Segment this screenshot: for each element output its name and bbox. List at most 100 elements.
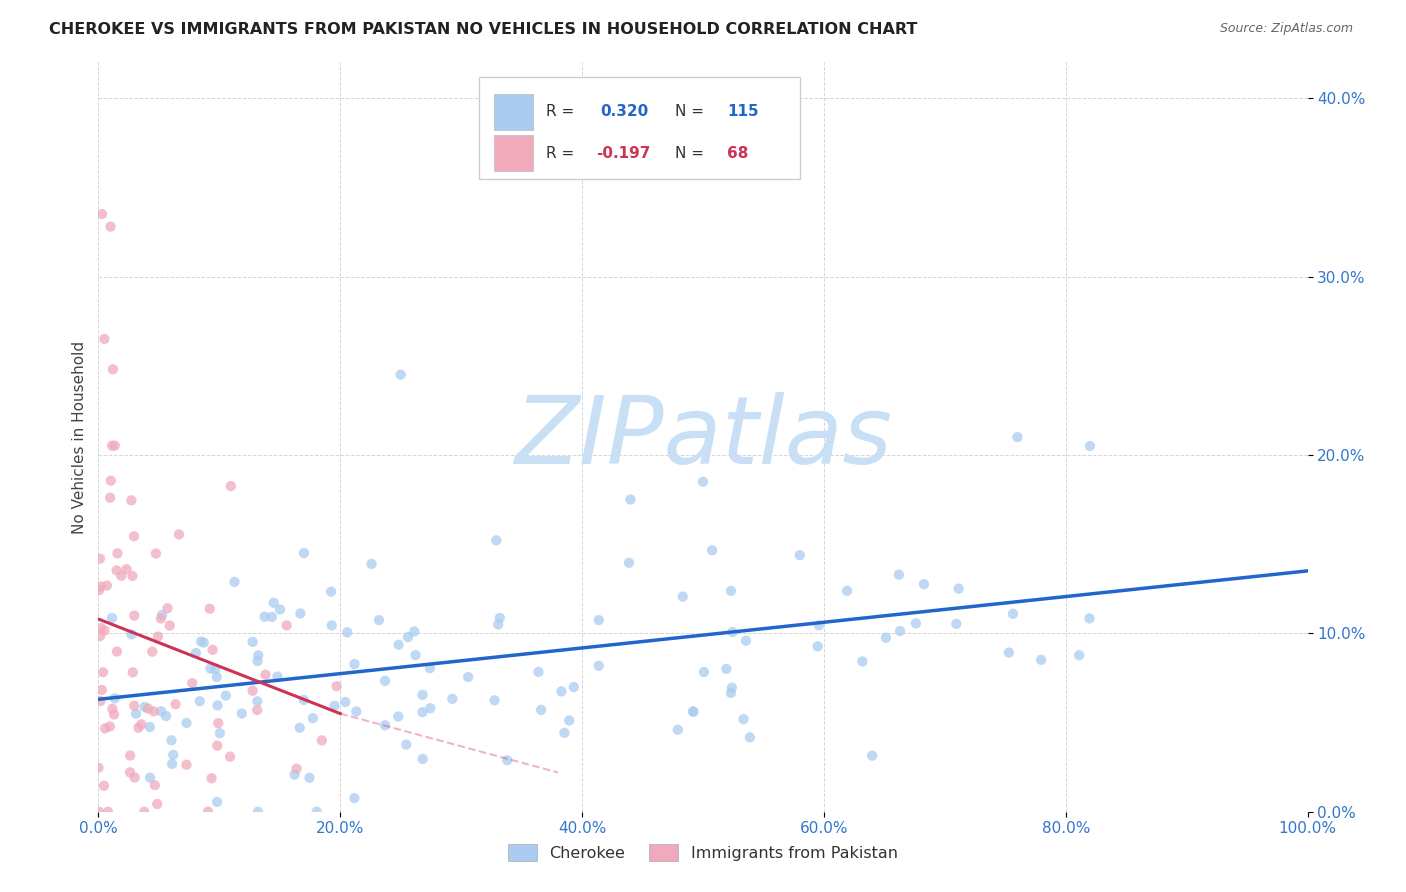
Point (219, 749, 242, 764)
Point (162, 747, 184, 762)
Point (588, 658, 610, 673)
Point (105, 564, 128, 578)
Point (562, 680, 585, 694)
Point (412, 752, 434, 766)
Point (374, 673, 396, 688)
Point (89, 551, 111, 566)
Point (702, 543, 724, 558)
Point (149, 611, 172, 625)
Point (167, 527, 190, 541)
Point (998, 646, 1021, 660)
Point (146, 797, 169, 811)
Point (254, 667, 277, 681)
Text: R =: R = (546, 104, 574, 120)
Point (807, 618, 830, 632)
Point (550, 684, 572, 698)
Point (887, 567, 910, 582)
Point (276, 618, 298, 632)
Point (389, 368, 412, 382)
Point (93, 624, 115, 638)
FancyBboxPatch shape (494, 94, 533, 130)
Point (246, 694, 269, 708)
Point (150, 607, 173, 622)
Text: -0.197: -0.197 (596, 145, 651, 161)
Point (205, 670, 228, 684)
Point (118, 765, 141, 780)
Point (94, 722, 117, 736)
Point (176, 715, 198, 730)
Text: 0.320: 0.320 (600, 104, 648, 120)
Point (321, 618, 343, 632)
Point (122, 529, 145, 543)
Text: R =: R = (546, 145, 574, 161)
Point (530, 703, 553, 717)
Point (405, 648, 427, 662)
Point (721, 625, 744, 640)
Point (247, 648, 270, 663)
Point (284, 767, 307, 781)
Point (98, 719, 121, 733)
Point (260, 610, 283, 624)
Point (207, 698, 229, 713)
Point (617, 556, 640, 570)
Point (253, 609, 276, 624)
Point (387, 709, 409, 723)
Point (146, 630, 169, 644)
Point (101, 362, 124, 376)
Point (246, 703, 269, 717)
Point (395, 738, 418, 752)
Point (105, 644, 128, 658)
Point (1001, 607, 1024, 621)
Point (441, 691, 464, 706)
Point (246, 654, 269, 668)
Point (90, 621, 112, 635)
Point (263, 596, 285, 610)
Point (107, 546, 129, 560)
Point (127, 721, 149, 735)
Text: N =: N = (675, 104, 704, 120)
Point (619, 492, 641, 507)
Point (104, 439, 127, 453)
FancyBboxPatch shape (479, 78, 800, 178)
Point (672, 590, 695, 604)
Point (110, 568, 132, 582)
Point (87, 583, 110, 598)
Point (207, 739, 229, 753)
Point (134, 700, 156, 714)
FancyBboxPatch shape (494, 135, 533, 171)
Point (160, 733, 183, 747)
Point (789, 548, 811, 562)
Point (98, 491, 121, 505)
Point (219, 479, 242, 493)
Point (124, 771, 146, 785)
Point (323, 698, 346, 713)
Point (682, 705, 704, 719)
Point (115, 562, 138, 576)
Point (139, 720, 162, 734)
Point (100, 474, 122, 488)
Point (231, 706, 253, 721)
Point (716, 662, 738, 676)
Point (404, 624, 426, 639)
Point (215, 689, 238, 703)
Point (93, 779, 115, 793)
Point (89, 580, 111, 594)
Point (720, 583, 742, 598)
Point (91, 207, 114, 221)
Point (485, 533, 508, 548)
Point (198, 601, 221, 615)
Point (201, 643, 224, 657)
Text: CHEROKEE VS IMMIGRANTS FROM PAKISTAN NO VEHICLES IN HOUSEHOLD CORRELATION CHART: CHEROKEE VS IMMIGRANTS FROM PAKISTAN NO … (49, 22, 918, 37)
Point (129, 717, 152, 731)
Point (139, 771, 162, 785)
Point (200, 662, 222, 676)
Point (343, 657, 366, 671)
Point (134, 805, 156, 819)
Point (835, 583, 858, 598)
Point (875, 631, 897, 645)
Point (488, 611, 510, 625)
Point (156, 601, 179, 615)
Point (325, 679, 347, 693)
Point (735, 633, 758, 648)
Point (122, 698, 145, 713)
